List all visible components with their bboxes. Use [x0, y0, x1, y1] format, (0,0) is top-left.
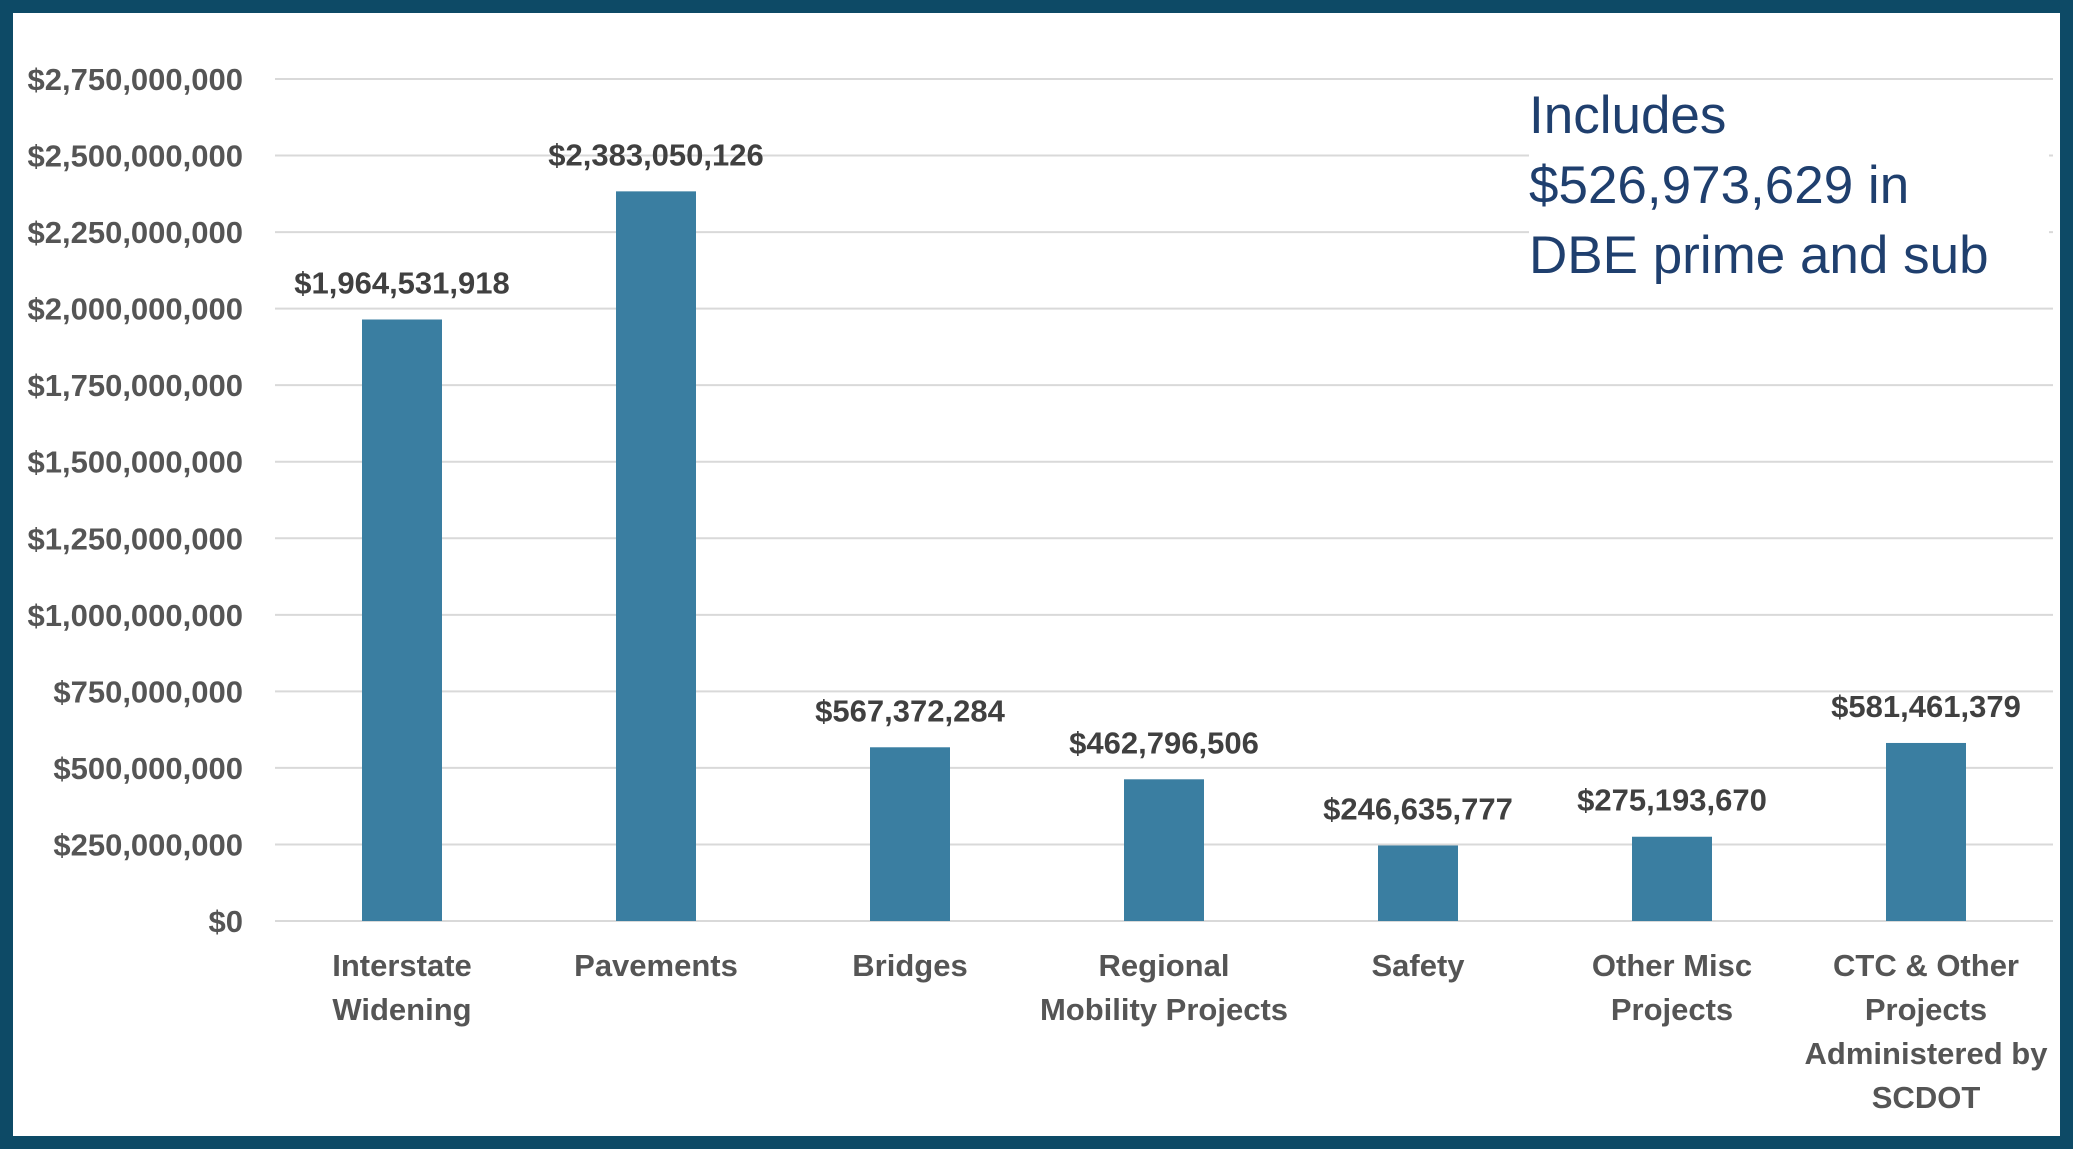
category-label: Regional Mobility Projects	[1040, 948, 1288, 1027]
bar	[1886, 742, 1966, 921]
bar	[616, 191, 696, 921]
category-label: Other Misc Projects	[1592, 948, 1752, 1027]
y-tick-label: $750,000,000	[53, 674, 243, 709]
bar	[870, 747, 950, 921]
data-label: $2,383,050,126	[548, 137, 764, 172]
bar	[1378, 845, 1458, 921]
data-label: $462,796,506	[1069, 725, 1259, 760]
category-label-line: CTC & Other	[1833, 948, 2019, 983]
y-tick-label: $2,500,000,000	[28, 139, 244, 174]
category-label: Pavements	[574, 948, 738, 983]
y-tick-label: $1,250,000,000	[28, 521, 244, 556]
y-tick-label: $2,750,000,000	[28, 62, 244, 97]
dbe-annotation: Includes $526,973,629 in DBE prime and s…	[1529, 81, 2049, 291]
category-label-line: Widening	[332, 992, 471, 1027]
category-label-line: Regional	[1099, 948, 1230, 983]
chart-frame: $0 $250,000,000 $500,000,000 $750,000,000 $1…	[13, 13, 2060, 1136]
annotation-line: DBE prime and sub	[1529, 226, 1989, 285]
y-tick-label: $1,500,000,000	[28, 445, 244, 480]
data-label: $246,635,777	[1323, 791, 1513, 826]
category-label: Safety	[1371, 948, 1465, 983]
y-tick-label: $0	[209, 904, 243, 939]
data-label: $1,964,531,918	[294, 265, 510, 300]
category-label-line: SCDOT	[1872, 1080, 1981, 1115]
category-label-line: Projects	[1865, 992, 1987, 1027]
category-label: Interstate Widening	[332, 948, 472, 1027]
y-tick-label: $250,000,000	[53, 827, 243, 862]
y-tick-label: $1,750,000,000	[28, 368, 244, 403]
category-label-line: Projects	[1611, 992, 1733, 1027]
bar	[1124, 779, 1204, 921]
category-label-line: Bridges	[852, 948, 967, 983]
annotation-line: $526,973,629 in	[1529, 156, 1910, 215]
category-label: CTC & Other Projects Administered by SCDOT	[1805, 948, 2049, 1115]
category-label-line: Interstate	[332, 948, 472, 983]
category-label-line: Safety	[1371, 948, 1465, 983]
category-label: Bridges	[852, 948, 967, 983]
y-tick-label: $2,000,000,000	[28, 292, 244, 327]
data-label: $275,193,670	[1577, 783, 1767, 818]
category-label-line: Other Misc	[1592, 948, 1752, 983]
bar	[1632, 836, 1712, 921]
y-tick-label: $1,000,000,000	[28, 598, 244, 633]
bar-chart: $0 $250,000,000 $500,000,000 $750,000,000 $1…	[28, 62, 2053, 1115]
annotation-line: Includes	[1529, 86, 1727, 145]
bar	[362, 319, 442, 921]
data-label: $567,372,284	[815, 693, 1005, 728]
category-label-line: Administered by	[1805, 1036, 2049, 1071]
data-label: $581,461,379	[1831, 689, 2021, 724]
category-label-line: Mobility Projects	[1040, 992, 1288, 1027]
y-tick-label: $500,000,000	[53, 751, 243, 786]
y-tick-label: $2,250,000,000	[28, 215, 244, 250]
category-label-line: Pavements	[574, 948, 738, 983]
